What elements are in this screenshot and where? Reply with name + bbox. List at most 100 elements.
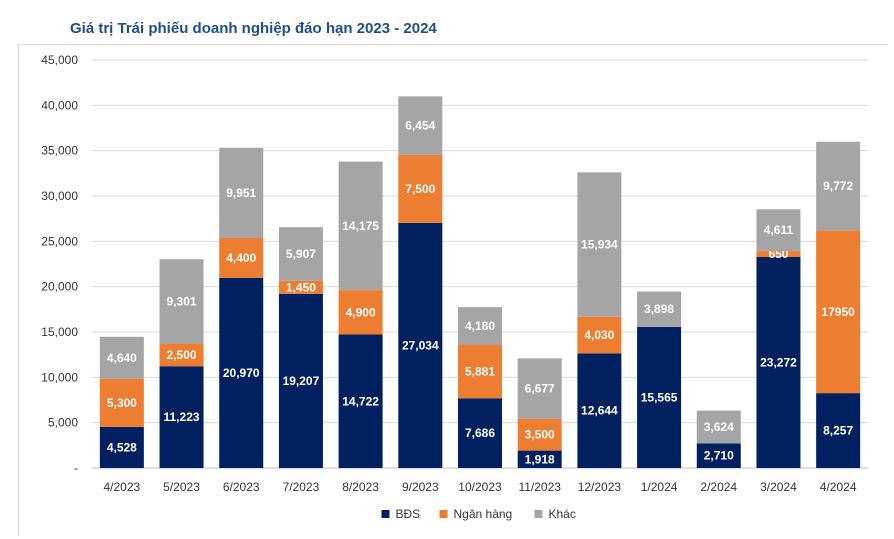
bar-ngân-hàng-11-2023[interactable] [517,418,562,451]
bar-khác-7-2023[interactable] [278,227,323,281]
x-tick-label: 11/2023 [518,480,561,494]
data-label: 23,272 [760,356,797,370]
data-label: 8,257 [823,424,853,438]
x-tick-label: 8/2023 [342,480,379,494]
data-label: 5,907 [286,247,316,261]
data-label: 4,640 [107,351,137,365]
legend-swatch-2 [534,510,543,518]
y-tick-label: 35,000 [41,144,78,158]
bar-bđs-11-2023[interactable] [517,450,562,468]
data-label: 4,400 [226,251,256,265]
bar-ngân-hàng-8-2023[interactable] [338,290,383,335]
bar-bđs-1-2024[interactable] [637,326,682,468]
data-label: 7,686 [465,426,495,440]
bar-bđs-8-2023[interactable] [338,334,383,468]
legend-label-1: Ngân hàng [454,507,513,521]
bar-bđs-4-2023[interactable] [99,426,144,468]
bar-khác-4-2023[interactable] [99,336,144,379]
data-label: 5,300 [107,396,137,410]
data-label: 4,030 [584,328,614,342]
x-tick-label: 7/2023 [283,480,320,494]
data-label: 6,454 [405,119,435,133]
x-tick-label: 1/2024 [641,480,678,494]
bar-bđs-5-2023[interactable] [159,366,204,468]
bar-khác-4-2024[interactable] [816,141,861,231]
bar-khác-12-2023[interactable] [577,172,622,317]
bar-ngân-hàng-6-2023[interactable] [219,237,264,278]
bar-ngân-hàng-5-2023[interactable] [159,343,204,367]
data-label: 4,180 [465,319,495,333]
bar-bđs-12-2023[interactable] [577,353,622,468]
y-tick-label: 5,000 [48,416,78,430]
y-tick-label: 45,000 [41,53,78,67]
bar-ngân-hàng-4-2023[interactable] [99,378,144,427]
x-tick-label: 9/2023 [402,480,439,494]
data-label: 12,644 [581,404,618,418]
bar-bđs-2-2024[interactable] [696,443,741,468]
bar-ngân-hàng-3-2024[interactable] [756,251,801,258]
bar-khác-2-2024[interactable] [696,410,741,444]
bar-ngân-hàng-7-2023[interactable] [278,280,323,294]
data-label: 9,301 [167,294,197,308]
y-tick-label: - [74,461,78,475]
data-label: 3,898 [644,302,674,316]
bar-bđs-10-2023[interactable] [458,398,502,468]
data-label: 15,934 [581,238,618,252]
data-label: 9,772 [823,179,853,193]
bar-khác-10-2023[interactable] [458,307,502,345]
y-tick-label: 25,000 [41,234,78,248]
data-label: 11,223 [164,410,200,424]
data-label: 2,710 [704,449,734,463]
y-tick-label: 40,000 [41,98,78,112]
bar-bđs-4-2024[interactable] [816,393,861,468]
bar-bđs-9-2023[interactable] [398,222,443,468]
y-tick-label: 10,000 [41,370,78,384]
data-label: 7,500 [405,182,435,196]
bar-bđs-6-2023[interactable] [219,277,264,468]
x-tick-label: 4/2024 [820,480,857,494]
y-tick-label: 30,000 [41,189,78,203]
bar-bđs-7-2023[interactable] [278,293,323,468]
bar-khác-11-2023[interactable] [517,358,562,419]
bar-khác-9-2023[interactable] [398,96,443,155]
x-tick-label: 5/2023 [163,480,200,494]
bar-khác-8-2023[interactable] [338,161,383,291]
bar-khác-6-2023[interactable] [219,147,264,238]
legend-swatch-1 [439,510,448,518]
x-tick-label: 12/2023 [578,480,622,494]
data-label: 6,677 [525,382,555,396]
bar-ngân-hàng-9-2023[interactable] [398,154,443,223]
data-label: 14,175 [342,219,379,233]
bar-ngân-hàng-10-2023[interactable] [458,344,502,399]
bar-khác-1-2024[interactable] [637,291,682,327]
data-label: 3,500 [525,428,555,442]
data-label: 9,951 [226,186,256,200]
legend-swatch-0 [381,510,390,518]
chart-frame-top [18,44,888,45]
bar-ngân-hàng-12-2023[interactable] [577,316,622,354]
data-label: 4,611 [764,223,794,237]
bar-bđs-3-2024[interactable] [756,257,801,468]
bar-khác-5-2023[interactable] [159,259,204,344]
data-label: 27,034 [402,338,439,352]
x-tick-label: 6/2023 [223,480,260,494]
x-tick-label: 3/2024 [760,480,797,494]
data-label: 20,970 [223,366,260,380]
data-label: 19,207 [283,374,320,388]
chart-title: Giá trị Trái phiếu doanh nghiệp đáo hạn … [70,20,437,37]
data-label: 4,528 [107,440,137,454]
x-tick-label: 10/2023 [458,480,502,494]
x-tick-label: 2/2024 [700,480,737,494]
legend-label-0: BĐS [396,507,421,521]
bar-khác-3-2024[interactable] [756,209,801,252]
chart-frame-left [18,44,19,536]
x-tick-label: 4/2023 [103,480,140,494]
data-label: 3,624 [704,420,734,434]
data-label: 1,918 [525,452,555,466]
data-label: 2,500 [167,348,197,362]
data-label: 17950 [821,305,855,319]
bar-ngân-hàng-4-2024[interactable] [816,230,861,394]
data-label: 4,900 [346,305,376,319]
data-label: 15,565 [641,390,678,404]
